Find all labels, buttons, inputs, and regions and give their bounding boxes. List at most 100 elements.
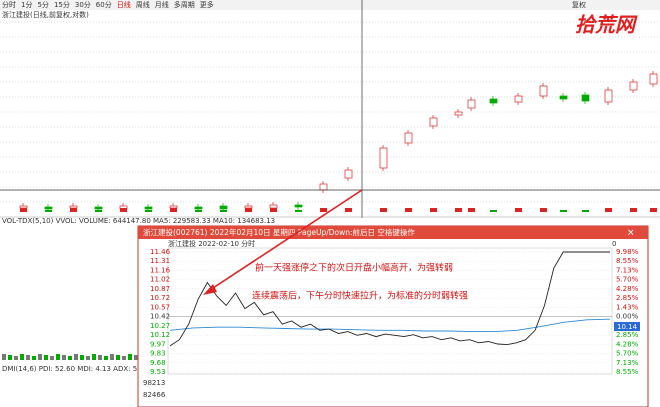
pct-tick: 8.55% — [616, 257, 639, 265]
price-tick: 10.27 — [150, 322, 170, 330]
dmi-indicator: DMI(14,6) PDI: 52.60 MDI: 4.13 ADX: 51.3… — [2, 365, 184, 373]
volume-bar — [455, 208, 462, 212]
volume-bar — [630, 208, 637, 212]
volume-bar — [145, 210, 152, 212]
volume-bar — [20, 208, 27, 212]
volume-bar — [270, 208, 277, 212]
toolbar-tab[interactable]: 多周期 — [174, 0, 195, 9]
toolbar-tab[interactable]: 5分 — [37, 0, 48, 9]
price-tick: 10.72 — [150, 294, 170, 302]
price-tick: 9.97 — [150, 340, 166, 348]
volume-tick: 98213 — [143, 379, 165, 387]
candle — [404, 132, 413, 144]
volume-bar — [320, 208, 327, 212]
toolbar-right: 复权 — [572, 0, 586, 9]
dmi-bar — [20, 354, 24, 360]
volume-bar — [195, 210, 202, 212]
candle — [467, 99, 476, 109]
volume-bar — [405, 208, 412, 212]
volume-bar — [45, 210, 52, 212]
popup-title: 浙江建投(002761) 2022年02月10日 星期四 PageUp/Down… — [143, 227, 415, 237]
pct-tick: 4.28% — [616, 340, 639, 348]
dmi-bar — [62, 355, 66, 360]
volume-bar — [70, 208, 77, 212]
candle — [539, 85, 548, 97]
dmi-bar — [44, 355, 48, 360]
popup-subtitle: 浙江建投 2022-02-10 分时 — [168, 239, 255, 248]
pct-tick: 7.13% — [616, 359, 639, 367]
volume-bar — [605, 208, 612, 212]
dmi-bar — [38, 354, 42, 360]
close[interactable]: ✕ — [627, 229, 635, 239]
candle — [429, 117, 438, 127]
toolbar-tab[interactable]: 日线 — [117, 0, 131, 9]
dmi-bar — [116, 355, 120, 360]
dmi-bar — [122, 356, 126, 360]
candle — [269, 204, 278, 209]
candle — [44, 206, 53, 210]
toolbar-tab[interactable]: 周线 — [136, 0, 150, 9]
pct-tick: 7.13% — [616, 266, 639, 274]
volume-bar — [120, 208, 127, 212]
dmi-bar — [8, 355, 12, 360]
toolbar-tab[interactable]: 分时 — [2, 0, 16, 9]
dmi-bar — [110, 354, 114, 360]
candle — [489, 98, 498, 104]
volume-bar — [540, 208, 547, 212]
price-tick: 11.02 — [150, 276, 170, 284]
pct-tick: 2.85% — [616, 331, 639, 339]
volume-bar — [220, 210, 227, 212]
dmi-bar — [56, 354, 60, 360]
dmi-bar — [14, 356, 18, 360]
dmi-bar — [80, 355, 84, 360]
candle — [344, 169, 353, 179]
current-price: 10.14 — [617, 323, 638, 331]
stock-label: 浙江建投(日线,前复权,对数) — [2, 10, 89, 19]
volume-bar — [380, 208, 387, 212]
toolbar-tab[interactable]: 60分 — [96, 0, 112, 9]
toolbar-tab[interactable]: 30分 — [75, 0, 91, 9]
dmi-bar — [26, 355, 30, 360]
candle — [19, 205, 28, 209]
toolbar-tab[interactable]: 15分 — [54, 0, 70, 9]
candle — [514, 95, 523, 103]
dmi-bar — [2, 354, 6, 360]
price-tick: 9.53 — [150, 368, 166, 376]
popup-titlebar[interactable] — [138, 226, 648, 239]
dmi-bar — [134, 355, 138, 360]
dmi-bar — [92, 354, 96, 360]
volume-bar — [582, 210, 589, 212]
candle — [219, 205, 228, 210]
candle — [649, 73, 658, 85]
toolbar-tab[interactable]: 更多 — [200, 0, 214, 9]
pct-tick: 5.70% — [616, 276, 639, 284]
price-tick: 9.83 — [150, 350, 166, 358]
toolbar-tab[interactable]: 月线 — [155, 0, 169, 9]
candle — [169, 205, 178, 209]
volume-bar — [650, 208, 657, 212]
volume-tick: 82466 — [143, 391, 166, 399]
volume-bar — [245, 208, 252, 212]
annotation: 前一天强涨停之下的次日开盘小幅高开，为强转弱 — [255, 262, 453, 274]
volume-bar — [170, 208, 177, 212]
price-tick: 11.46 — [150, 248, 171, 256]
dmi-bar — [104, 356, 108, 360]
candle — [604, 89, 613, 103]
volume-bar — [95, 210, 102, 212]
dmi-bar — [32, 356, 36, 360]
pct-tick: 2.85% — [616, 294, 639, 302]
dmi-bar — [74, 354, 78, 360]
price-line — [169, 251, 610, 347]
volume-bar — [295, 210, 302, 212]
candle — [379, 147, 388, 169]
dmi-bar — [50, 356, 54, 360]
dmi-bar — [128, 354, 132, 360]
dmi-bar — [68, 356, 72, 360]
toolbar-tab[interactable]: 1分 — [21, 0, 32, 9]
dmi-bar — [98, 355, 102, 360]
pct-tick: 1.43% — [616, 303, 639, 311]
volume-bar — [468, 208, 475, 212]
watermark: 拾荒网 — [575, 13, 638, 37]
corner: 0 — [612, 240, 616, 248]
